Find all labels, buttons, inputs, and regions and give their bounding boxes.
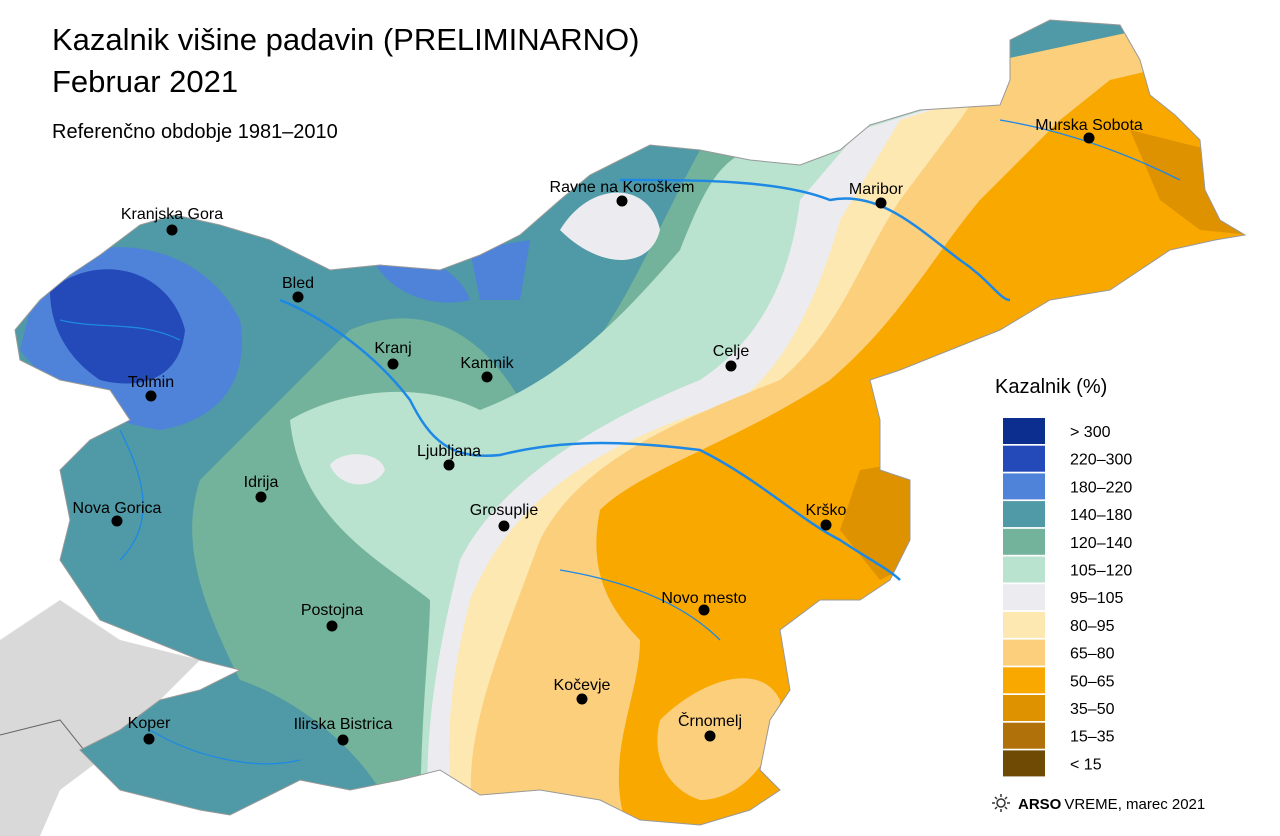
- legend-label: 140–180: [1070, 507, 1132, 524]
- legend-swatch: [1003, 528, 1045, 555]
- city-dot: [725, 360, 737, 372]
- legend-label: 220–300: [1070, 452, 1132, 469]
- city-label: Nova Gorica: [73, 500, 162, 517]
- legend-swatch: [1003, 473, 1045, 500]
- legend-label: > 300: [1070, 424, 1111, 441]
- legend-label: 105–120: [1070, 563, 1132, 580]
- city-dot: [145, 390, 157, 402]
- city-label: Postojna: [301, 602, 363, 619]
- legend-swatch: [1003, 667, 1045, 694]
- city-label: Koper: [128, 715, 171, 732]
- legend-swatch: [1003, 501, 1045, 528]
- product: VREME: [1064, 796, 1117, 813]
- city-label: Tolmin: [128, 374, 174, 391]
- zone-ljubljana: [330, 454, 385, 485]
- city-dot: [481, 371, 493, 383]
- city-dot: [387, 358, 399, 370]
- date: , marec 2021: [1118, 796, 1206, 813]
- city-dot: [820, 519, 832, 531]
- legend-swatch: [1003, 695, 1045, 721]
- legend-label: 65–80: [1070, 646, 1115, 663]
- legend-label: 80–95: [1070, 618, 1115, 635]
- legend-swatch: [1003, 611, 1045, 638]
- reference-period: Referenčno obdobje 1981–2010: [52, 121, 338, 143]
- city-label: Kranj: [374, 340, 411, 357]
- city-dot: [111, 515, 123, 527]
- city-label: Kočevje: [554, 677, 611, 694]
- city-label: Kamnik: [460, 355, 514, 372]
- logo-icon: [992, 794, 1010, 812]
- city-label: Ravne na Koroškem: [550, 179, 695, 196]
- city-dot: [698, 604, 710, 616]
- legend-swatch: [1003, 750, 1045, 777]
- brand: ARSO: [1018, 796, 1062, 813]
- city-dot: [143, 733, 155, 745]
- legend-label: 180–220: [1070, 479, 1132, 496]
- legend-swatch: [1003, 445, 1045, 472]
- city-dot: [576, 693, 588, 705]
- city-label: Krško: [806, 502, 847, 519]
- city-dot: [616, 195, 628, 207]
- city-label: Murska Sobota: [1035, 117, 1143, 134]
- zone-65-80-south: [657, 678, 780, 800]
- city-label: Idrija: [244, 474, 279, 491]
- legend-label: 35–50: [1070, 701, 1115, 718]
- city-label: Celje: [713, 343, 750, 360]
- city-dot: [255, 491, 267, 503]
- legend-label: < 15: [1070, 756, 1102, 773]
- map-subtitle: Februar 2021: [52, 64, 238, 99]
- neighbor-land: [0, 600, 200, 836]
- city-label: Bled: [282, 275, 314, 292]
- legend-label: 50–65: [1070, 673, 1115, 690]
- city-dot: [1083, 132, 1095, 144]
- city-label: Novo mesto: [661, 590, 746, 607]
- legend-label: 95–105: [1070, 590, 1123, 607]
- legend-swatch: [1003, 418, 1045, 444]
- legend-swatch: [1003, 584, 1045, 611]
- legend-swatch: [1003, 722, 1045, 749]
- city-label: Črnomelj: [678, 711, 742, 730]
- rivers: [59, 119, 1181, 765]
- city-dot: [337, 734, 349, 746]
- footer: ARSO VREME, marec 2021: [992, 794, 1205, 813]
- city-dot: [704, 730, 716, 742]
- legend-swatch: [1003, 639, 1045, 666]
- city-dot: [166, 224, 178, 236]
- city-dot: [875, 197, 887, 209]
- city-label: Maribor: [849, 181, 904, 198]
- legend-title: Kazalnik (%): [995, 376, 1107, 398]
- legend-label: 15–35: [1070, 729, 1115, 746]
- legend-label: 120–140: [1070, 535, 1132, 552]
- city-dot: [443, 459, 455, 471]
- credit: ARSO VREME, marec 2021: [1018, 796, 1205, 813]
- zone-ravne: [560, 192, 660, 260]
- city-label: Kranjska Gora: [121, 206, 223, 223]
- city-dot: [498, 520, 510, 532]
- legend-swatch: [1003, 556, 1045, 583]
- city-dot: [326, 620, 338, 632]
- cities: Kranjska Gora Bled Tolmin Kranj Kamnik Ravne …: [73, 117, 1143, 746]
- city-label: Ljubljana: [417, 443, 481, 460]
- map-title: Kazalnik višine padavin (PRELIMINARNO): [52, 22, 640, 57]
- legend: > 300 220–300 180–220 140–180 120–140 105–120…: [1003, 418, 1132, 777]
- city-dot: [292, 291, 304, 303]
- city-label: Grosuplje: [470, 502, 539, 519]
- city-label: Ilirska Bistrica: [294, 716, 393, 733]
